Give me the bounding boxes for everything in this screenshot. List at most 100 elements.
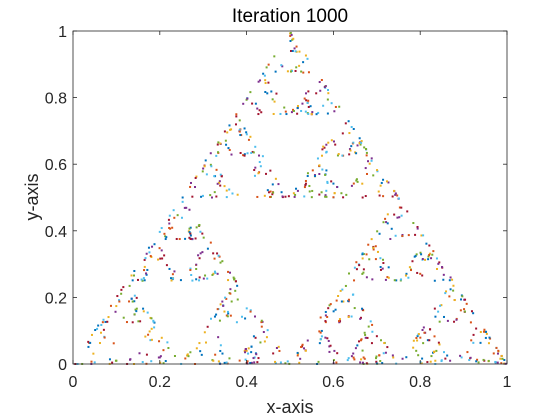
data-point	[235, 115, 238, 118]
data-point	[292, 109, 295, 112]
data-point	[381, 267, 384, 270]
data-point	[295, 50, 298, 53]
data-point	[377, 190, 380, 193]
data-point	[141, 279, 144, 282]
data-point	[362, 268, 365, 271]
data-point	[360, 358, 363, 361]
data-point	[325, 143, 328, 146]
data-point	[459, 309, 462, 312]
data-point	[420, 362, 423, 365]
data-point	[214, 353, 217, 356]
data-point	[230, 300, 233, 303]
data-point	[428, 244, 431, 247]
data-point	[358, 137, 361, 140]
data-point	[107, 316, 110, 319]
data-point	[133, 294, 136, 297]
data-point	[408, 266, 411, 269]
data-point	[202, 167, 205, 170]
data-point	[274, 360, 277, 363]
data-point	[125, 321, 128, 324]
data-point	[356, 144, 359, 147]
data-point	[306, 339, 309, 342]
data-point	[175, 237, 178, 240]
data-point	[319, 331, 322, 334]
data-point	[435, 257, 438, 260]
data-point	[339, 320, 342, 323]
data-point	[325, 151, 328, 154]
data-point	[171, 226, 174, 229]
data-point	[256, 195, 259, 198]
data-point	[303, 186, 306, 189]
data-point	[461, 295, 464, 298]
data-point	[198, 257, 201, 260]
data-point	[220, 175, 223, 178]
data-point	[133, 269, 136, 272]
data-point	[229, 271, 232, 274]
data-point	[211, 273, 214, 276]
data-point	[217, 336, 220, 339]
data-point	[272, 352, 275, 355]
data-point	[164, 235, 167, 238]
data-point	[371, 323, 374, 326]
y-axis-label: y-axis	[22, 173, 42, 220]
data-point	[351, 293, 354, 296]
data-point	[194, 176, 197, 179]
data-point	[361, 253, 364, 256]
data-point	[173, 270, 176, 273]
data-point	[223, 185, 226, 188]
data-point	[257, 357, 260, 360]
data-point	[350, 184, 353, 187]
data-point	[157, 258, 160, 261]
data-point	[206, 247, 209, 250]
data-point	[247, 347, 250, 350]
data-point	[313, 174, 316, 177]
data-point	[311, 111, 314, 114]
data-point	[311, 189, 314, 192]
data-point	[217, 360, 220, 363]
data-point	[150, 338, 153, 341]
data-point	[172, 277, 175, 280]
data-point	[195, 347, 198, 350]
data-point	[279, 361, 282, 364]
data-point	[364, 336, 367, 339]
data-point	[227, 279, 230, 282]
data-point	[427, 255, 430, 258]
data-point	[468, 359, 471, 362]
data-point	[171, 273, 174, 276]
data-point	[108, 358, 111, 361]
data-point	[401, 235, 404, 238]
data-point	[396, 194, 399, 197]
data-point	[269, 190, 272, 193]
data-point	[324, 194, 327, 197]
data-point	[427, 258, 430, 261]
data-point	[332, 359, 335, 362]
data-point	[301, 343, 304, 346]
data-point	[217, 151, 220, 154]
data-point	[333, 192, 336, 195]
data-point	[328, 345, 331, 348]
data-point	[264, 90, 267, 93]
data-point	[381, 362, 384, 365]
data-point	[238, 359, 241, 362]
data-point	[333, 110, 336, 113]
data-point	[369, 320, 372, 323]
data-point	[269, 169, 272, 172]
data-point	[358, 264, 361, 267]
data-point	[143, 258, 146, 261]
data-point	[392, 356, 395, 359]
data-point	[332, 140, 335, 143]
data-point	[258, 154, 261, 157]
data-point	[340, 192, 343, 195]
data-point	[353, 307, 356, 310]
data-point	[342, 196, 345, 199]
data-point	[414, 233, 417, 236]
data-point	[324, 310, 327, 313]
data-point	[295, 45, 298, 48]
data-point	[197, 224, 200, 227]
data-point	[305, 92, 308, 95]
data-point	[146, 268, 149, 271]
data-point	[143, 269, 146, 272]
data-point	[444, 292, 447, 295]
data-point	[247, 138, 250, 141]
data-point	[372, 248, 375, 251]
